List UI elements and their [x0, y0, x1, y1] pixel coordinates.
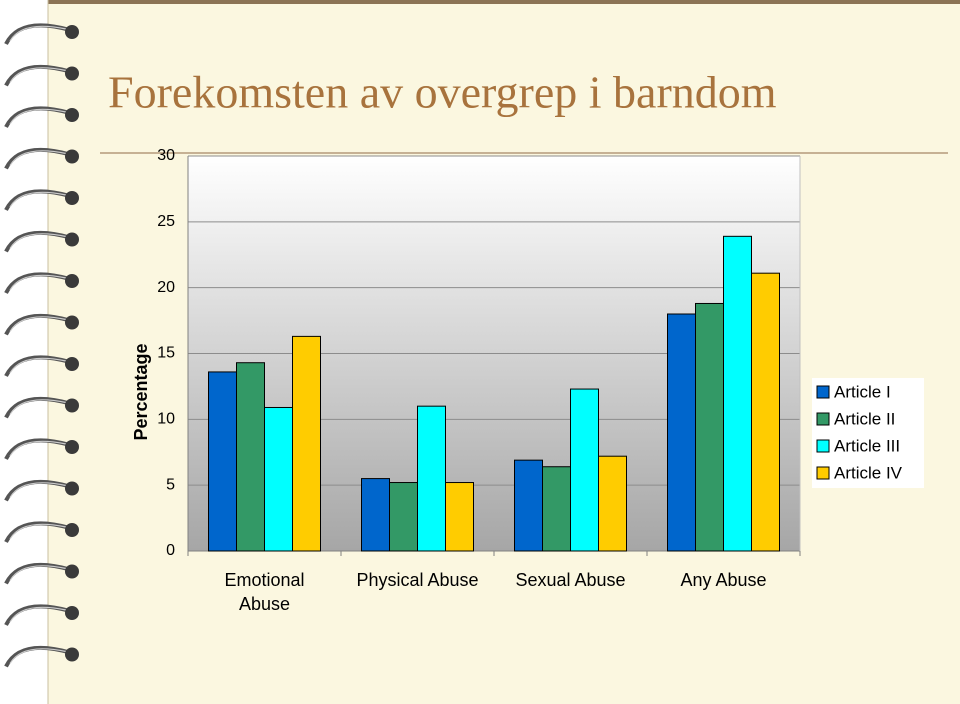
spiral-hole	[65, 523, 79, 537]
spiral-ring-shine	[9, 357, 67, 374]
bar	[445, 482, 474, 552]
y-tick-label: 5	[166, 476, 175, 493]
spiral-hole	[65, 564, 79, 579]
bar	[264, 406, 293, 552]
y-tick-label: 10	[157, 411, 175, 428]
bar	[542, 466, 571, 552]
x-tick-label: Sexual Abuse	[515, 570, 626, 590]
bar	[514, 459, 543, 552]
legend: Article I Article II Article III Article IV	[812, 378, 924, 488]
spiral-hole	[65, 66, 79, 81]
legend-label: Article II	[834, 409, 895, 428]
legend-box	[812, 378, 924, 488]
bar	[361, 478, 390, 552]
bar	[695, 302, 724, 552]
y-tick-label: 0	[166, 542, 175, 559]
bar	[598, 455, 627, 552]
bar	[389, 482, 418, 552]
spiral-ring-shine	[9, 108, 67, 125]
spiral-ring-shine	[9, 606, 67, 623]
legend-label: Article III	[834, 436, 900, 455]
spiral-ring-shine	[9, 482, 67, 498]
spiral-ring-shine	[9, 233, 67, 249]
bar	[236, 362, 265, 552]
bar	[208, 371, 237, 552]
spiral-ring-shine	[9, 25, 67, 42]
y-tick-label: 25	[157, 213, 175, 230]
spiral-hole	[65, 398, 79, 413]
legend-swatch	[816, 439, 830, 453]
chart-title: Forekomsten av overgrep i barndom	[108, 67, 777, 118]
bar	[570, 388, 599, 552]
spiral-hole	[65, 191, 79, 205]
spiral-ring-shine	[9, 67, 67, 83]
spiral-hole	[65, 108, 79, 122]
bar	[417, 405, 446, 552]
y-tick-label: 20	[157, 279, 175, 296]
spiral-ring-shine	[9, 399, 67, 415]
y-tick-label: 15	[157, 345, 175, 362]
x-tick-label: Any Abuse	[680, 570, 767, 590]
legend-swatch	[816, 385, 830, 399]
legend-label: Article I	[834, 382, 891, 401]
spiral-ring-shine	[9, 440, 67, 457]
spiral-hole	[65, 274, 79, 288]
bar	[292, 335, 321, 552]
spiral-binding	[4, 23, 79, 668]
legend-swatch	[816, 412, 830, 426]
bar	[723, 235, 752, 552]
spiral-ring-shine	[9, 316, 67, 332]
bar	[667, 313, 696, 552]
y-tick-label: 30	[157, 147, 175, 164]
spiral-hole	[65, 357, 79, 371]
spiral-ring-shine	[9, 150, 67, 166]
spiral-hole	[65, 440, 79, 454]
y-axis-label: Percentage	[131, 343, 151, 440]
legend-label: Article IV	[834, 463, 903, 482]
spiral-hole	[65, 232, 79, 247]
legend-swatch	[816, 466, 830, 480]
bar	[751, 272, 780, 552]
spiral-hole	[65, 606, 79, 620]
x-tick-label: Emotional Abuse	[224, 570, 305, 614]
spiral-ring-shine	[9, 274, 67, 291]
spiral-hole	[65, 315, 79, 330]
spiral-ring-shine	[9, 523, 67, 540]
spiral-ring-shine	[9, 565, 67, 581]
spiral-hole	[65, 25, 79, 39]
x-tick-label: Physical Abuse	[356, 570, 479, 590]
spiral-ring-shine	[9, 191, 67, 208]
spiral-hole	[65, 481, 79, 496]
spiral-hole	[65, 149, 79, 164]
spiral-ring-shine	[9, 648, 67, 664]
spiral-hole	[65, 647, 79, 662]
